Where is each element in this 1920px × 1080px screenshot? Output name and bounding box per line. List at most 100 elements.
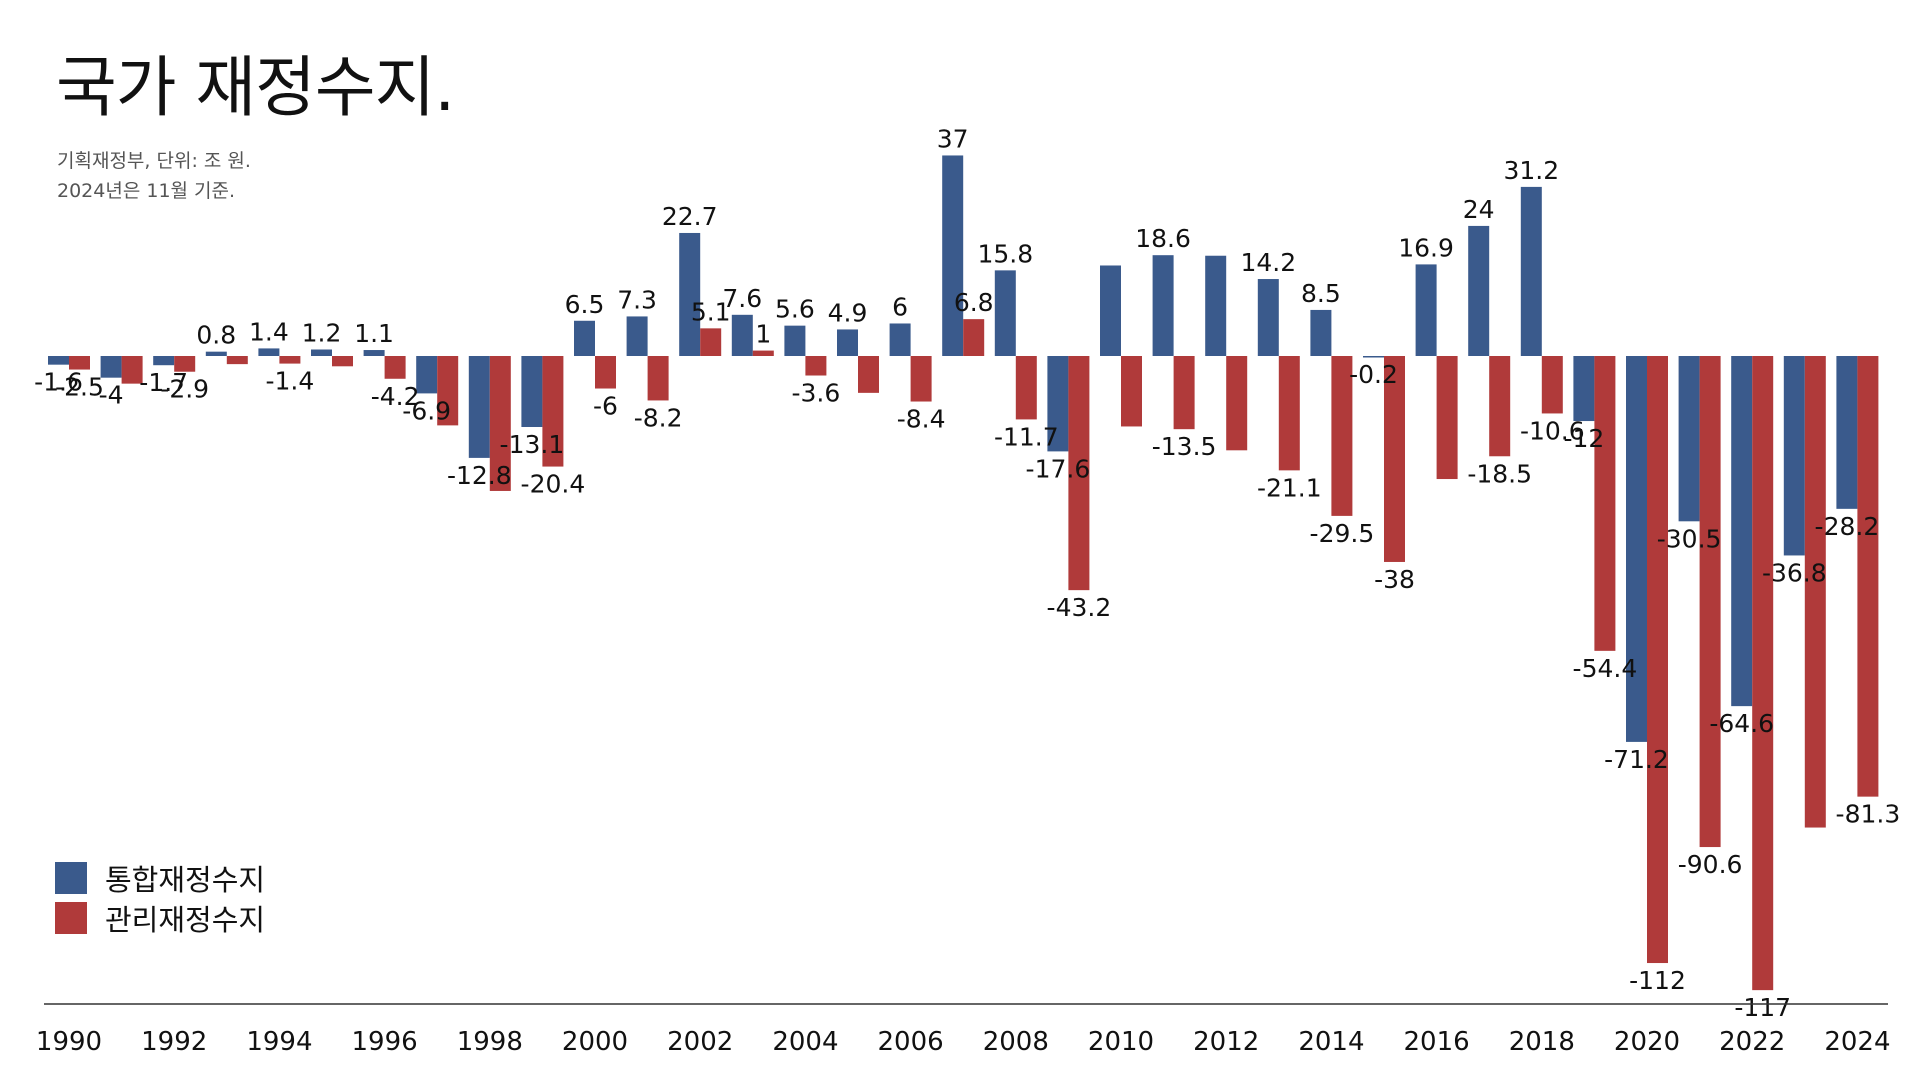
bar-integrated-2024 — [1836, 356, 1858, 509]
data-label-integrated-2014: 8.5 — [1301, 279, 1341, 308]
bar-managed-2022 — [1752, 356, 1774, 991]
bar-managed-1992 — [174, 356, 196, 372]
legend: 통합재정수지 관리재정수지 — [55, 858, 265, 938]
data-label-integrated-2019: -12 — [1563, 424, 1604, 453]
bar-managed-2005 — [858, 356, 879, 393]
data-label-integrated-1998: -12.8 — [447, 461, 512, 490]
subtitle-line-source: 기획재정부, 단위: 조 원. — [57, 150, 251, 172]
bar-managed-1991 — [121, 356, 143, 384]
bar-managed-2011 — [1173, 356, 1195, 430]
x-tick-label-2022: 2022 — [1719, 1027, 1785, 1057]
x-tick-label-2020: 2020 — [1614, 1027, 1680, 1057]
data-label-managed-2008: -11.7 — [994, 422, 1059, 451]
bar-integrated-2007 — [942, 155, 964, 356]
subtitle-line-note: 2024년은 11월 기준. — [57, 180, 236, 202]
bar-integrated-2015 — [1363, 356, 1384, 358]
x-tick-label-2010: 2010 — [1088, 1027, 1154, 1057]
bar-managed-2016 — [1436, 356, 1458, 480]
legend-label-integrated: 통합재정수지 — [105, 863, 266, 897]
bar-managed-2021 — [1699, 356, 1721, 848]
bar-integrated-1995 — [311, 349, 332, 356]
data-label-integrated-2018: 31.2 — [1503, 156, 1559, 185]
bar-integrated-2003 — [731, 314, 753, 356]
bar-managed-2013 — [1278, 356, 1300, 471]
bar-integrated-2009 — [1047, 356, 1069, 452]
data-label-managed-2024: -81.3 — [1836, 800, 1901, 829]
bar-managed-2008 — [1015, 356, 1037, 420]
bar-managed-2018 — [1541, 356, 1563, 414]
bar-managed-2007 — [963, 319, 985, 356]
bar-managed-2003 — [752, 350, 774, 356]
bar-integrated-2013 — [1257, 279, 1279, 356]
x-tick-label-2006: 2006 — [878, 1027, 944, 1057]
data-label-integrated-2016: 16.9 — [1398, 233, 1454, 262]
data-label-managed-1992: -2.9 — [160, 375, 209, 404]
data-label-integrated-2022: -64.6 — [1709, 709, 1774, 738]
bar-integrated-2001 — [626, 316, 648, 356]
data-label-managed-2006: -8.4 — [897, 405, 946, 434]
data-label-integrated-1992: -1.7 — [139, 368, 188, 397]
x-tick-label-1996: 1996 — [352, 1027, 418, 1057]
bar-integrated-1998 — [468, 356, 490, 458]
data-label-integrated-2008: 15.8 — [977, 239, 1033, 268]
bar-managed-2019 — [1594, 356, 1616, 651]
data-label-integrated-1991: -4 — [99, 381, 124, 410]
bar-managed-2024 — [1857, 356, 1879, 797]
bar-managed-2010 — [1121, 356, 1142, 427]
legend-label-managed: 관리재정수지 — [105, 903, 266, 937]
bar-integrated-2000 — [574, 320, 595, 356]
bar-integrated-2006 — [889, 323, 911, 356]
bar-integrated-2014 — [1310, 309, 1332, 356]
bar-managed-2017 — [1489, 356, 1511, 457]
bar-integrated-2020 — [1626, 356, 1647, 742]
data-label-integrated-2004: 5.6 — [775, 295, 815, 324]
bar-managed-1998 — [489, 356, 511, 491]
bar-integrated-2010 — [1100, 265, 1121, 356]
data-label-managed-2000: -6 — [593, 392, 618, 421]
data-label-integrated-1990: -1.6 — [34, 368, 83, 397]
data-label-integrated-2009: -17.6 — [1026, 454, 1091, 483]
bar-managed-1990 — [69, 356, 90, 370]
bar-managed-1996 — [384, 356, 406, 379]
data-label-integrated-2005: 4.9 — [828, 298, 868, 327]
data-label-managed-2014: -29.5 — [1310, 519, 1375, 548]
bar-integrated-2008 — [994, 270, 1016, 356]
data-label-managed-2002: 5.1 — [691, 297, 731, 326]
bar-managed-1997 — [437, 356, 459, 426]
data-label-managed-2019: -54.4 — [1573, 654, 1638, 683]
bar-managed-1994 — [279, 356, 301, 364]
bar-managed-2006 — [910, 356, 932, 402]
bar-integrated-2011 — [1152, 255, 1174, 356]
bar-integrated-2005 — [837, 329, 858, 356]
data-labels-layer: -1.6-2.5-4 -1.7-2.90.8 1.4-1.41.2 1.1-4.2-6… — [34, 124, 1900, 1022]
bar-integrated-1990 — [48, 356, 69, 365]
data-label-integrated-2011: 18.6 — [1135, 224, 1191, 253]
data-label-managed-2015: -38 — [1374, 565, 1415, 594]
x-tick-label-2024: 2024 — [1824, 1027, 1890, 1057]
data-label-managed-2011: -13.5 — [1152, 432, 1217, 461]
data-label-integrated-2007: 37 — [937, 124, 969, 153]
x-tick-label-2012: 2012 — [1193, 1027, 1259, 1057]
data-label-managed-1996: -4.2 — [371, 382, 420, 411]
x-tick-label-1990: 1990 — [36, 1027, 102, 1057]
data-label-managed-2018: -10.6 — [1520, 416, 1585, 445]
data-label-integrated-2002: 22.7 — [662, 202, 718, 231]
data-label-integrated-1995: 1.2 — [302, 318, 342, 347]
legend-item-managed: 관리재정수지 — [55, 898, 265, 938]
x-tick-label-2016: 2016 — [1404, 1027, 1470, 1057]
bar-integrated-2022 — [1731, 356, 1753, 707]
data-label-managed-1990: -2.5 — [55, 373, 104, 402]
x-tick-label-2002: 2002 — [667, 1027, 733, 1057]
bar-managed-1999 — [542, 356, 564, 467]
bar-integrated-2018 — [1520, 186, 1542, 356]
bar-integrated-1993 — [205, 351, 227, 356]
bar-integrated-2017 — [1468, 225, 1490, 356]
data-label-integrated-2013: 14.2 — [1240, 248, 1296, 277]
x-tick-label-2000: 2000 — [562, 1027, 628, 1057]
data-label-managed-2004: -3.6 — [792, 379, 841, 408]
bar-integrated-1996 — [363, 350, 385, 356]
data-label-integrated-2006: 6 — [892, 292, 908, 321]
data-label-integrated-2017: 24 — [1463, 195, 1495, 224]
data-label-managed-2017: -18.5 — [1467, 459, 1532, 488]
chart-subtitle: 기획재정부, 단위: 조 원. 2024년은 11월 기준. — [57, 146, 251, 206]
